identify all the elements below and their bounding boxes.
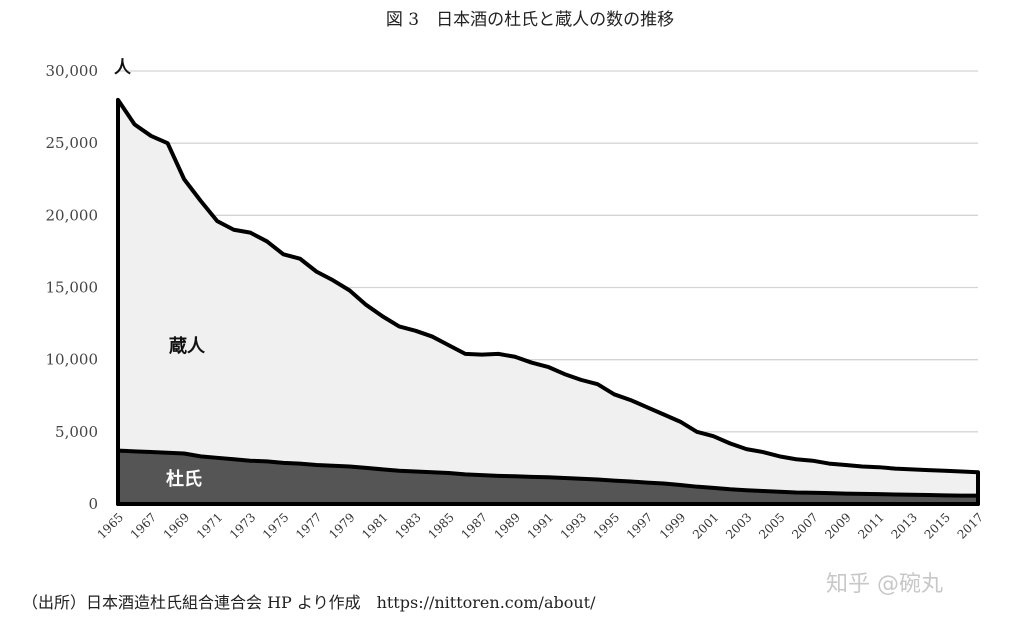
x-tick-label: 1983 [392, 510, 423, 541]
y-tick-label: 10,000 [46, 351, 99, 369]
source-note: （出所）日本酒造杜氏組合連合会 HP より作成 https://nittoren… [22, 593, 596, 612]
x-tick-label: 2005 [756, 510, 787, 541]
x-tick-label: 2015 [922, 510, 953, 541]
x-tick-label: 2009 [822, 510, 853, 541]
x-tick-label: 1975 [260, 510, 291, 541]
x-tick-label: 2003 [723, 510, 754, 541]
x-tick-label: 2001 [690, 510, 721, 541]
y-tick-label: 15,000 [46, 279, 99, 297]
series-area [116, 97, 980, 506]
areas [116, 97, 980, 506]
x-tick-label: 1999 [657, 510, 688, 541]
x-tick-label: 1981 [359, 510, 390, 541]
x-tick-label: 2017 [955, 510, 986, 541]
x-tick-label: 1971 [194, 510, 225, 541]
x-tick-label: 2007 [789, 510, 820, 541]
x-tick-label: 1997 [624, 510, 655, 541]
y-tick-label: 5,000 [55, 423, 98, 441]
x-axis-ticks: 1965 1967 1969 1971 1973 1975 1977 1979 1981 1983… [95, 510, 986, 541]
series-label-kurabito: 蔵人 [169, 336, 206, 357]
x-tick-label: 1965 [95, 510, 126, 541]
x-tick-label: 2013 [888, 510, 919, 541]
y-tick-label: 0 [88, 495, 98, 513]
series-area [116, 448, 980, 506]
x-tick-label: 1993 [558, 510, 589, 541]
x-tick-label: 1995 [591, 510, 622, 541]
x-tick-label: 2011 [855, 510, 886, 541]
y-tick-label: 20,000 [46, 206, 99, 224]
x-tick-label: 1977 [293, 510, 324, 541]
y-unit-label: 人 [114, 58, 132, 78]
x-tick-label: 1969 [161, 510, 192, 541]
x-tick-label: 1987 [458, 510, 489, 541]
x-tick-label: 1973 [227, 510, 258, 541]
x-tick-label: 1979 [326, 510, 357, 541]
x-tick-label: 1967 [128, 510, 159, 541]
y-tick-label: 25,000 [46, 134, 99, 152]
x-tick-label: 1989 [492, 510, 523, 541]
series-label-toji: 杜氏 [166, 468, 202, 490]
chart-title: 図 3 日本酒の杜氏と蔵人の数の推移 [386, 10, 674, 30]
x-tick-label: 1991 [525, 510, 556, 541]
watermark: 知乎 @碗丸 [826, 572, 943, 597]
y-tick-label: 30,000 [46, 62, 99, 80]
y-axis-ticks: 0 5,000 10,000 15,000 20,000 25,000 30,000 [46, 62, 99, 513]
x-tick-label: 1985 [425, 510, 456, 541]
